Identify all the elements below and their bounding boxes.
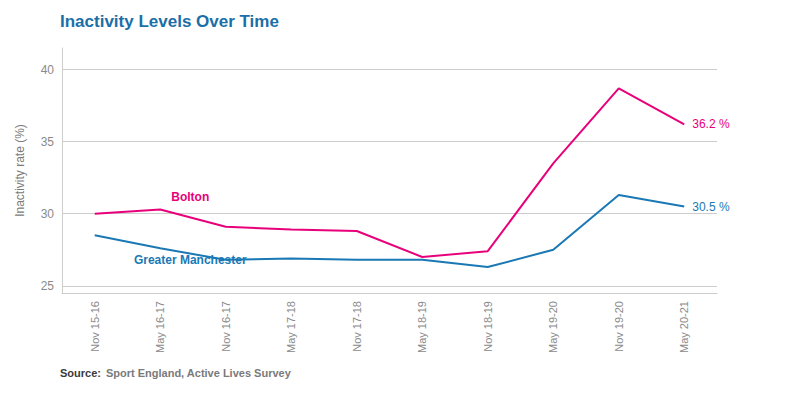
svg-text:30: 30 [41, 207, 55, 221]
svg-text:Nov 18-19: Nov 18-19 [482, 301, 494, 352]
svg-text:May 16-17: May 16-17 [154, 301, 166, 353]
svg-text:Sport England, Active Lives Su: Sport England, Active Lives Survey [106, 367, 292, 379]
svg-text:40: 40 [41, 63, 55, 77]
svg-text:36.2 %: 36.2 % [692, 117, 730, 131]
svg-text:Bolton: Bolton [171, 190, 209, 204]
svg-text:Inactivity rate (%): Inactivity rate (%) [13, 124, 27, 217]
svg-text:30.5 %: 30.5 % [692, 200, 730, 214]
svg-text:35: 35 [41, 135, 55, 149]
svg-text:25: 25 [41, 279, 55, 293]
svg-text:Inactivity Levels Over Time: Inactivity Levels Over Time [60, 12, 279, 31]
svg-text:May 18-19: May 18-19 [416, 301, 428, 353]
svg-text:Source:: Source: [60, 367, 101, 379]
svg-text:May 19-20: May 19-20 [547, 301, 559, 353]
svg-text:Nov 16-17: Nov 16-17 [220, 301, 232, 352]
svg-text:May 20-21: May 20-21 [678, 301, 690, 353]
svg-text:Nov 19-20: Nov 19-20 [613, 301, 625, 352]
svg-text:Nov 17-18: Nov 17-18 [351, 301, 363, 352]
svg-text:Nov 15-16: Nov 15-16 [89, 301, 101, 352]
svg-text:Greater Manchester: Greater Manchester [134, 253, 247, 267]
svg-text:May 17-18: May 17-18 [285, 301, 297, 353]
